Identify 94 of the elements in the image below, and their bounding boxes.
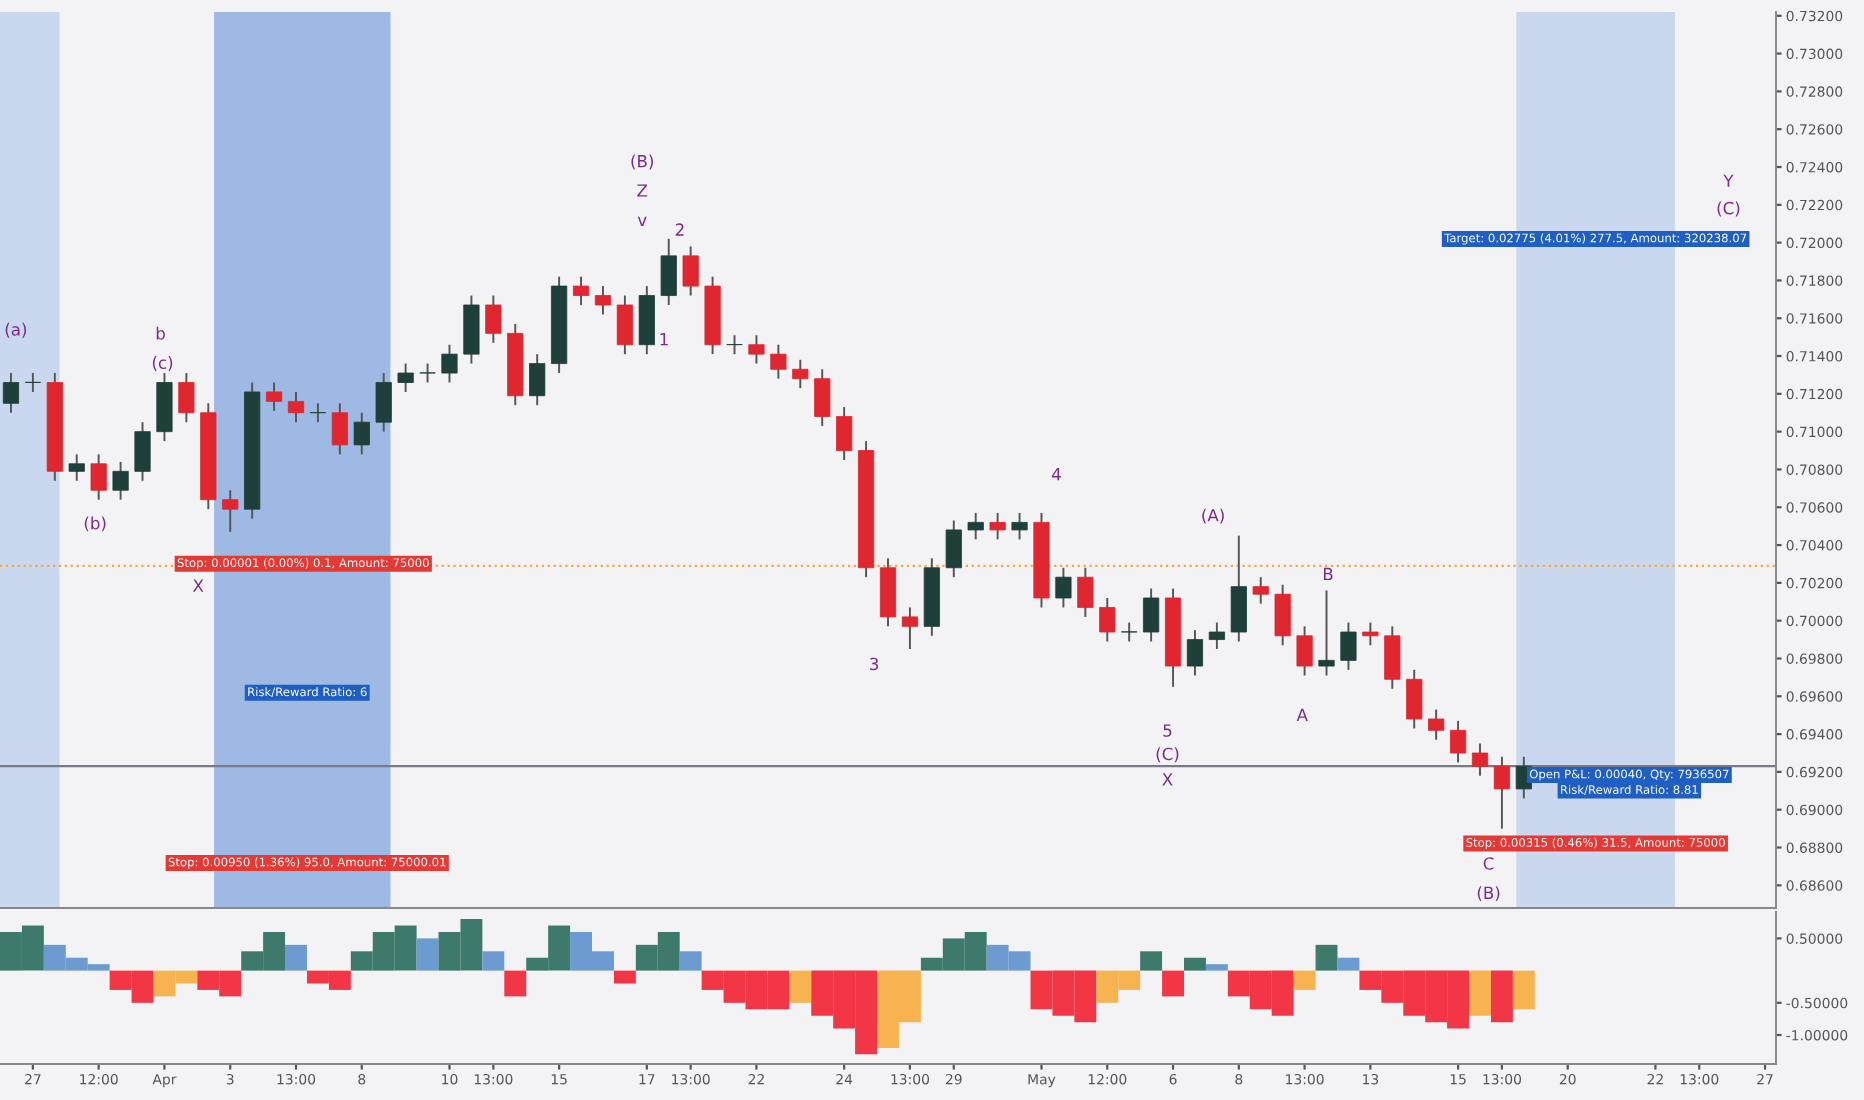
candlestick xyxy=(1274,583,1291,647)
annotation: (C) xyxy=(1156,747,1179,763)
candlestick xyxy=(134,421,151,482)
annotation: Y xyxy=(1723,174,1734,187)
annotation: Z xyxy=(637,184,648,197)
annotation: 1 xyxy=(660,333,668,346)
candlestick xyxy=(1471,742,1489,777)
candlestick xyxy=(1208,621,1225,650)
candlestick xyxy=(222,489,239,533)
candlestick xyxy=(1011,511,1028,541)
annotation: C xyxy=(1483,857,1494,870)
candlestick xyxy=(1252,576,1269,605)
candlestick xyxy=(1077,566,1094,618)
bar xyxy=(1490,970,1513,1023)
candlestick xyxy=(836,406,853,461)
annotation: (B) xyxy=(631,154,653,170)
candlestick xyxy=(682,245,699,297)
bar xyxy=(285,944,307,971)
candlestick xyxy=(331,402,348,456)
candlestick xyxy=(68,453,85,482)
candlestick xyxy=(726,334,743,356)
bar xyxy=(1162,970,1184,997)
bar xyxy=(789,970,812,1003)
bar xyxy=(1512,970,1535,1010)
candlestick xyxy=(814,368,831,427)
candlestick xyxy=(375,372,392,433)
annotation: (a) xyxy=(5,322,27,338)
annotation: b xyxy=(156,326,165,340)
candlestick xyxy=(616,294,633,356)
candlestick xyxy=(901,606,919,650)
candlestick xyxy=(178,372,195,424)
bar xyxy=(504,970,527,997)
candlestick xyxy=(1296,625,1313,677)
candlestick xyxy=(287,390,305,424)
candlestick xyxy=(1121,621,1138,643)
annotation: (C) xyxy=(1717,201,1740,217)
annotation: (b) xyxy=(84,516,106,532)
candlestick xyxy=(1493,755,1511,830)
bar xyxy=(1315,944,1338,971)
candlestick xyxy=(529,353,546,407)
candlestick xyxy=(419,362,436,384)
candlestick xyxy=(397,362,414,393)
bar xyxy=(679,951,702,971)
candlestick xyxy=(90,453,107,501)
bar xyxy=(1293,970,1316,990)
bar xyxy=(1337,957,1360,971)
annotation: (A) xyxy=(1202,508,1224,524)
candlestick xyxy=(989,511,1006,541)
candlestick xyxy=(967,511,984,541)
candlestick xyxy=(945,519,962,579)
candlestick xyxy=(1055,566,1072,609)
candlestick xyxy=(1384,625,1401,690)
annotation: 3 xyxy=(870,657,879,671)
candlestick xyxy=(2,372,20,414)
bar xyxy=(613,970,636,984)
annotation: X xyxy=(193,579,204,592)
candlestick xyxy=(309,402,327,424)
annotation: v xyxy=(637,216,647,226)
candlestick xyxy=(1318,589,1335,677)
bar xyxy=(1205,964,1228,971)
candlestick xyxy=(748,334,765,365)
bar xyxy=(1140,951,1163,971)
annotation: X xyxy=(1162,773,1173,786)
candlestick xyxy=(1143,587,1160,643)
candlestick xyxy=(660,237,677,306)
candlestick xyxy=(572,275,590,306)
bar xyxy=(482,951,505,971)
candlestick xyxy=(441,343,458,384)
candlestick xyxy=(1428,708,1445,741)
candlestick xyxy=(265,381,283,412)
annotation: (c) xyxy=(152,356,173,371)
annotation: B xyxy=(1323,567,1333,581)
candlestick xyxy=(1449,719,1467,764)
annotation: (B) xyxy=(1477,886,1500,902)
candlestick xyxy=(1340,621,1357,671)
candlestick xyxy=(1099,597,1116,643)
candlestick xyxy=(792,358,809,390)
candlestick xyxy=(353,411,370,456)
bar xyxy=(1184,957,1206,971)
candlestick xyxy=(24,372,41,393)
candlestick xyxy=(1230,534,1247,643)
candlestick xyxy=(594,285,612,316)
bar xyxy=(1469,970,1491,1016)
candlestick xyxy=(112,460,129,501)
candlestick xyxy=(1186,629,1204,677)
candlestick xyxy=(1362,621,1379,647)
candlestick xyxy=(1406,668,1423,730)
annotation: 2 xyxy=(675,223,684,236)
annotation: 5 xyxy=(1163,724,1172,737)
candlestick xyxy=(770,343,787,380)
candlestick xyxy=(485,294,502,344)
annotation: 4 xyxy=(1052,468,1061,481)
annotation: A xyxy=(1296,708,1308,721)
bar xyxy=(416,938,439,971)
